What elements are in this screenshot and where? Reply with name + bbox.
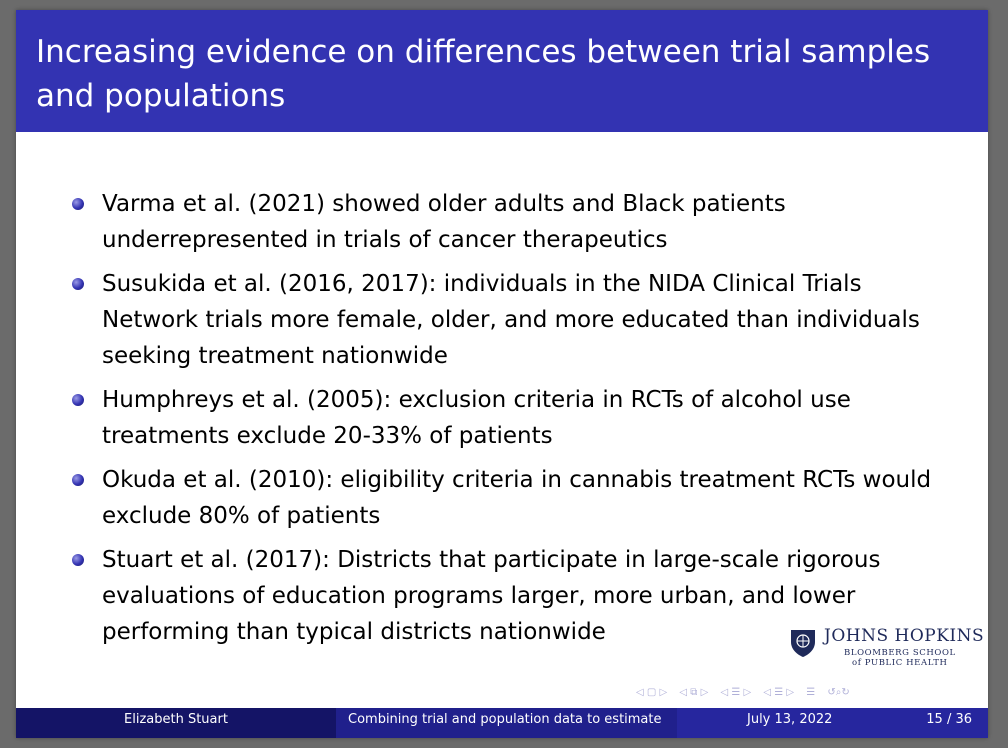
nav-align-icon[interactable]: ☰ bbox=[806, 687, 816, 698]
slide: Increasing evidence on differences betwe… bbox=[16, 10, 988, 738]
footer-bar: Elizabeth Stuart Combining trial and pop… bbox=[16, 708, 988, 738]
bullet-text: Okuda et al. (2010): eligibility criteri… bbox=[102, 467, 932, 529]
logo-subtitle: of PUBLIC HEALTH bbox=[852, 658, 948, 668]
bullet-item: Susukida et al. (2016, 2017): individual… bbox=[72, 266, 962, 374]
bullet-item: Humphreys et al. (2005): exclusion crite… bbox=[72, 382, 962, 454]
footer-talk-title: Combining trial and population data to e… bbox=[336, 708, 677, 738]
page-number: 15 / 36 bbox=[926, 712, 972, 727]
nav-document-icon[interactable]: ◁ ☰ ▷ bbox=[763, 687, 795, 698]
institution-logo: JOHNS HOPKINS BLOOMBERG SCHOOL of PUBLIC… bbox=[790, 626, 984, 676]
bullet-item: Varma et al. (2021) showed older adults … bbox=[72, 186, 962, 258]
beamer-navigation-bar: ◁ ▢ ▷ ◁ ⧉ ▷ ◁ ☰ ▷ ◁ ☰ ▷ ☰ ↺⌕↻ bbox=[636, 687, 976, 701]
footer-date: July 13, 2022 bbox=[747, 712, 833, 727]
bullet-item: Stuart et al. (2017): Districts that par… bbox=[72, 542, 962, 650]
nav-frame-icon[interactable]: ◁ ▢ ▷ bbox=[636, 687, 668, 698]
footer-author: Elizabeth Stuart bbox=[16, 708, 336, 738]
logo-subtitle: BLOOMBERG SCHOOL bbox=[844, 648, 956, 658]
bullet-icon bbox=[72, 394, 84, 406]
nav-search-icon[interactable]: ↺⌕↻ bbox=[827, 687, 850, 698]
logo-name: JOHNS HOPKINS bbox=[824, 626, 985, 646]
footer-date-section: July 13, 2022 15 / 36 bbox=[677, 708, 988, 738]
bullet-item: Okuda et al. (2010): eligibility criteri… bbox=[72, 462, 962, 534]
bullet-icon bbox=[72, 198, 84, 210]
bullet-text: Humphreys et al. (2005): exclusion crite… bbox=[102, 387, 851, 449]
bullet-text: Stuart et al. (2017): Districts that par… bbox=[102, 547, 881, 645]
bullet-icon bbox=[72, 554, 84, 566]
bullet-text: Varma et al. (2021) showed older adults … bbox=[102, 191, 786, 253]
bullet-text: Susukida et al. (2016, 2017): individual… bbox=[102, 271, 920, 369]
nav-section-icon[interactable]: ◁ ☰ ▷ bbox=[720, 687, 752, 698]
nav-subsection-icon[interactable]: ◁ ⧉ ▷ bbox=[679, 687, 709, 698]
slide-title: Increasing evidence on differences betwe… bbox=[36, 34, 931, 114]
title-bar: Increasing evidence on differences betwe… bbox=[16, 10, 988, 132]
bullet-icon bbox=[72, 474, 84, 486]
university-shield-icon bbox=[791, 630, 815, 657]
bullet-icon bbox=[72, 278, 84, 290]
bullet-list: Varma et al. (2021) showed older adults … bbox=[72, 186, 962, 658]
